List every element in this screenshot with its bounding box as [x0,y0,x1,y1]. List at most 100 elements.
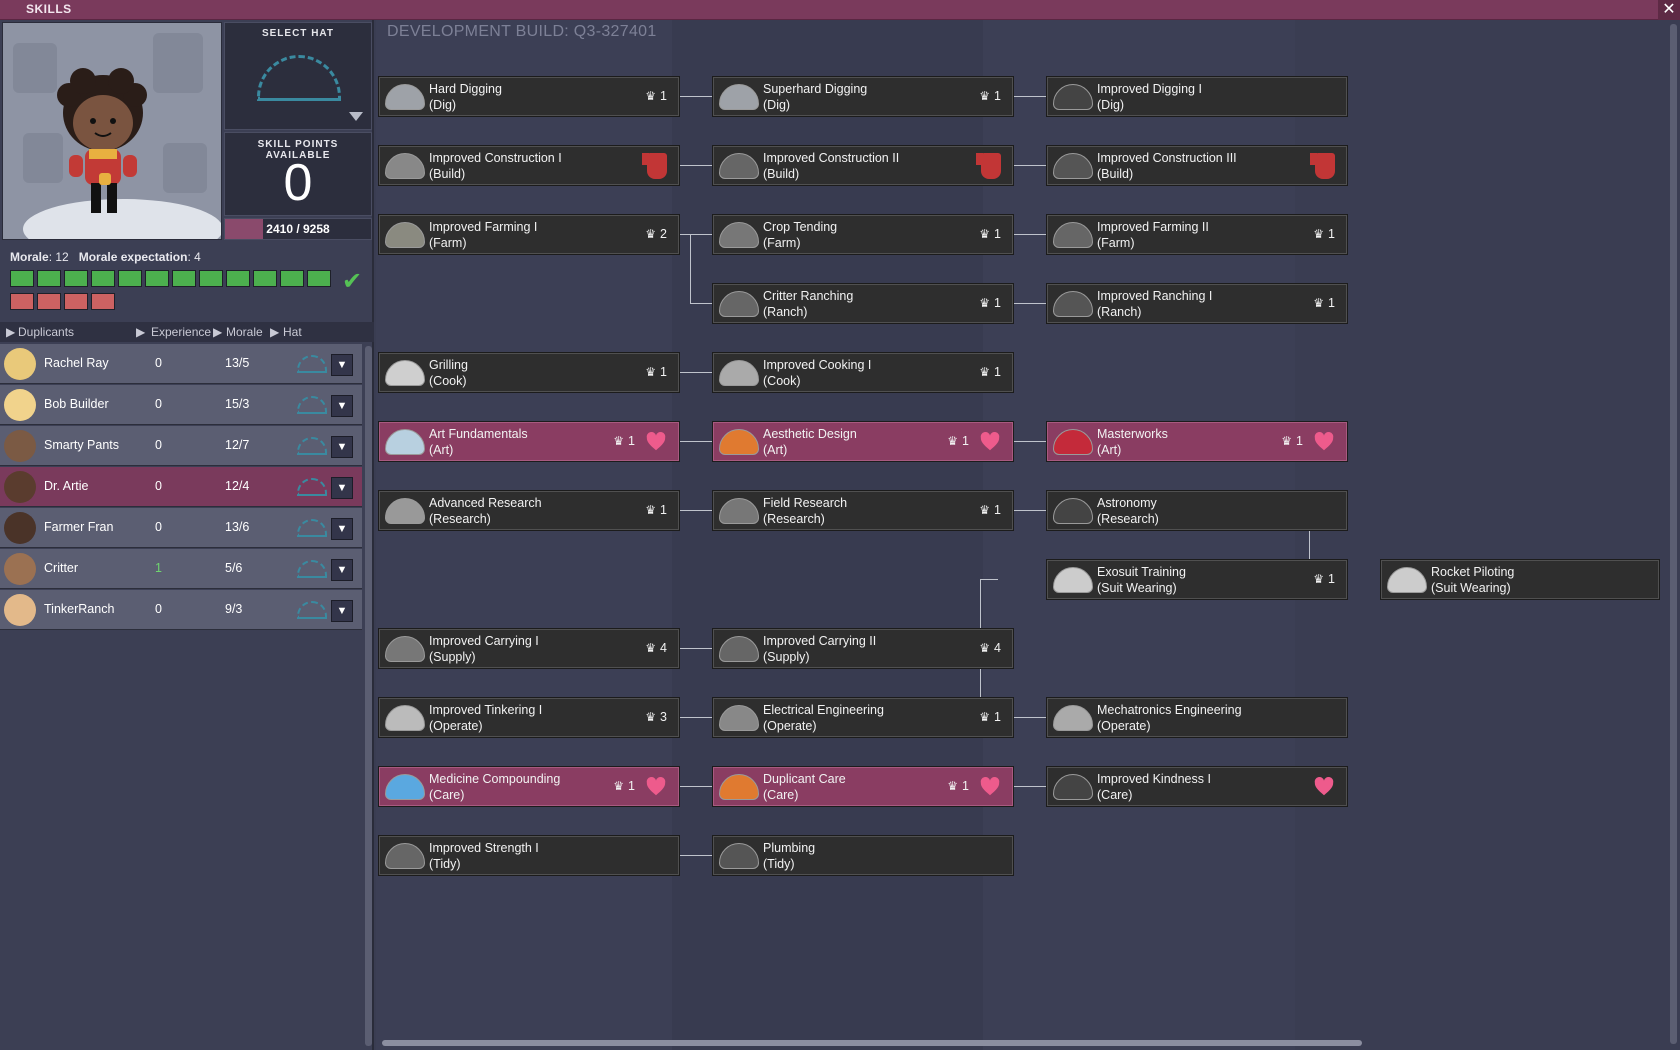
hat-dropdown-button[interactable]: ▼ [331,477,353,499]
horizontal-scrollbar[interactable] [382,1040,1362,1046]
duplicant-name: Rachel Ray [44,356,109,370]
skill-name: Electrical Engineering (Operate) [763,703,884,733]
skill-improved-digging-1[interactable]: Improved Digging I (Dig) [1046,76,1348,117]
skill-astronomy[interactable]: Astronomy (Research) [1046,490,1348,531]
skill-critter-ranching[interactable]: Critter Ranching (Ranch) ♛ 1 [712,283,1014,324]
skill-improved-farming-1[interactable]: Improved Farming I (Farm) ♛ 2 [378,214,680,255]
skill-hat-icon [385,636,425,662]
crown-icon: ♛ [1313,227,1325,241]
thumbs-down-icon [976,153,1001,179]
col-hat[interactable]: Hat [283,325,302,339]
hat-slot-icon[interactable] [297,437,327,455]
hat-slot-icon[interactable] [297,355,327,373]
skill-hat-icon [719,774,759,800]
hat-dropdown-button[interactable]: ▼ [331,600,353,622]
tree-column-bg [376,20,672,1050]
close-button[interactable]: ✕ [1658,0,1680,20]
col-morale[interactable]: Morale [226,325,263,339]
crown-icon: ♛ [613,434,625,448]
skill-improved-ranching-1[interactable]: Improved Ranching I (Ranch) ♛ 1 [1046,283,1348,324]
col-experience[interactable]: Experience [151,325,212,339]
skill-name: Improved Construction II (Build) [763,151,900,181]
duplicant-row[interactable]: Farmer Fran 0 13/6 ▼ [0,508,362,548]
hat-dropdown-icon[interactable] [349,112,363,121]
sort-arrow-icon[interactable]: ▶ [213,325,223,339]
hat-dropdown-button[interactable]: ▼ [331,395,353,417]
thumbs-down-icon [1310,153,1335,179]
duplicant-row[interactable]: Critter 1 5/6 ▼ [0,549,362,589]
duplicant-avatar [4,430,36,462]
duplicant-name: Bob Builder [44,397,109,411]
skill-mechatronics-engineering[interactable]: Mechatronics Engineering (Operate) [1046,697,1348,738]
skill-name: Medicine Compounding (Care) [429,772,561,802]
duplicant-experience: 1 [155,561,162,575]
hat-dropdown-button[interactable]: ▼ [331,518,353,540]
skill-electrical-engineering[interactable]: Electrical Engineering (Operate) ♛ 1 [712,697,1014,738]
crown-icon: ♛ [979,89,991,103]
skill-improved-carrying-1[interactable]: Improved Carrying I (Supply) ♛ 4 [378,628,680,669]
skill-rocket-piloting[interactable]: Rocket Piloting (Suit Wearing) [1380,559,1660,600]
skill-name: Improved Digging I (Dig) [1097,82,1202,112]
hat-slot-icon[interactable] [297,560,327,578]
skill-hat-icon [1053,429,1093,455]
duplicant-row[interactable]: Dr. Artie 0 12/4 ▼ [0,467,362,507]
hat-slot-icon[interactable] [297,396,327,414]
empty-hat-slot[interactable] [257,55,341,101]
hat-dropdown-button[interactable]: ▼ [331,559,353,581]
crown-icon: ♛ [979,710,991,724]
vertical-scrollbar[interactable] [1670,24,1677,1044]
connector-line [1014,165,1046,166]
hat-slot-icon[interactable] [297,519,327,537]
skill-plumbing[interactable]: Plumbing (Tidy) [712,835,1014,876]
duplicant-experience: 0 [155,520,162,534]
skill-art-fundamentals[interactable]: Art Fundamentals (Art) ♛ 1 [378,421,680,462]
sort-arrow-icon[interactable]: ▶ [270,325,280,339]
skill-improved-construction-3[interactable]: Improved Construction III (Build) [1046,145,1348,186]
skill-medicine-compounding[interactable]: Medicine Compounding (Care) ♛ 1 [378,766,680,807]
skill-name: Improved Kindness I (Care) [1097,772,1211,802]
skill-improved-strength-1[interactable]: Improved Strength I (Tidy) [378,835,680,876]
skill-hat-icon [1053,222,1093,248]
hat-slot-icon[interactable] [297,478,327,496]
skill-badge: ♛ 1 [613,779,635,793]
duplicant-row[interactable]: Smarty Pants 0 12/7 ▼ [0,426,362,466]
crown-icon: ♛ [1281,434,1293,448]
duplicant-avatar [4,512,36,544]
skill-improved-construction-1[interactable]: Improved Construction I (Build) [378,145,680,186]
sort-arrow-icon[interactable]: ▶ [136,325,146,339]
skill-improved-farming-2[interactable]: Improved Farming II (Farm) ♛ 1 [1046,214,1348,255]
duplicant-name: TinkerRanch [44,602,115,616]
skill-duplicant-care[interactable]: Duplicant Care (Care) ♛ 1 [712,766,1014,807]
skill-grilling[interactable]: Grilling (Cook) ♛ 1 [378,352,680,393]
hat-dropdown-button[interactable]: ▼ [331,354,353,376]
tree-column-bg [672,20,983,1050]
skill-exosuit-training[interactable]: Exosuit Training (Suit Wearing) ♛ 1 [1046,559,1348,600]
duplicant-list-scrollbar[interactable] [365,346,372,1046]
duplicant-row[interactable]: Rachel Ray 0 13/5 ▼ [0,344,362,384]
skill-hat-icon [719,429,759,455]
skill-hard-digging[interactable]: Hard Digging (Dig) ♛ 1 [378,76,680,117]
skill-field-research[interactable]: Field Research (Research) ♛ 1 [712,490,1014,531]
skill-improved-kindness-1[interactable]: Improved Kindness I (Care) [1046,766,1348,807]
skill-masterworks[interactable]: Masterworks (Art) ♛ 1 [1046,421,1348,462]
skill-name: Hard Digging (Dig) [429,82,502,112]
skill-crop-tending[interactable]: Crop Tending (Farm) ♛ 1 [712,214,1014,255]
col-duplicants[interactable]: Duplicants [18,325,75,339]
sort-arrow-icon[interactable]: ▶ [6,325,16,339]
skill-improved-carrying-2[interactable]: Improved Carrying II (Supply) ♛ 4 [712,628,1014,669]
duplicant-morale: 12/7 [225,438,250,452]
skill-advanced-research[interactable]: Advanced Research (Research) ♛ 1 [378,490,680,531]
skill-badge: ♛ 4 [979,641,1001,655]
skill-improved-construction-2[interactable]: Improved Construction II (Build) [712,145,1014,186]
hat-slot-icon[interactable] [297,601,327,619]
skill-improved-cooking-1[interactable]: Improved Cooking I (Cook) ♛ 1 [712,352,1014,393]
hat-dropdown-button[interactable]: ▼ [331,436,353,458]
skill-superhard-digging[interactable]: Superhard Digging (Dig) ♛ 1 [712,76,1014,117]
skill-aesthetic-design[interactable]: Aesthetic Design (Art) ♛ 1 [712,421,1014,462]
duplicant-row[interactable]: Bob Builder 0 15/3 ▼ [0,385,362,425]
morale-cell [10,270,34,287]
duplicant-row[interactable]: TinkerRanch 0 9/3 ▼ [0,590,362,630]
skill-improved-tinkering-1[interactable]: Improved Tinkering I (Operate) ♛ 3 [378,697,680,738]
morale-cell [226,270,250,287]
skill-hat-icon [385,429,425,455]
